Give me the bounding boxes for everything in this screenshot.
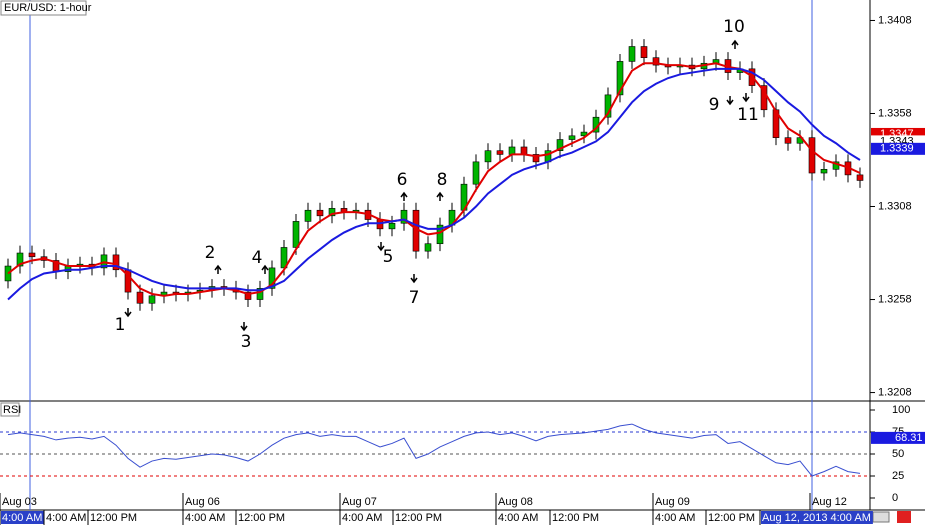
- y-tick-label: 1.3258: [878, 293, 912, 305]
- rsi-title: RSI: [3, 404, 21, 416]
- annotation-arrow: [214, 264, 222, 274]
- candle-body: [520, 146, 528, 155]
- annotation: 6: [397, 170, 408, 190]
- time-label: 4:00 AM: [498, 512, 538, 524]
- candle-body: [148, 295, 156, 304]
- annotation: 9: [709, 95, 720, 115]
- annotation-arrow: [436, 191, 444, 201]
- price-tag-label: 1.3339: [880, 143, 914, 155]
- candle-body: [316, 209, 324, 217]
- title-box: [0, 0, 87, 16]
- time-label: Aug 12, 2013 4:00 AM: [762, 512, 871, 524]
- moving-average: [7, 62, 861, 297]
- time-label: 4:00 AM: [46, 512, 86, 524]
- candle-body: [568, 135, 576, 140]
- y-tick-label: 0: [892, 492, 898, 504]
- candle-body: [532, 154, 540, 163]
- y-tick-label: 1.3208: [878, 386, 912, 398]
- date-label: Aug 07: [342, 496, 377, 508]
- annotation-arrow: [726, 96, 734, 106]
- annotation-arrow: [240, 322, 248, 332]
- candle-body: [328, 208, 336, 217]
- candle-body: [400, 209, 408, 224]
- annotation: 1: [115, 315, 126, 335]
- time-label: 12:00 PM: [90, 512, 137, 524]
- annotation-arrow: [124, 308, 132, 318]
- candle-body: [508, 146, 516, 155]
- candle-body: [436, 224, 444, 245]
- candle-body: [424, 243, 432, 252]
- title-box: [0, 402, 20, 417]
- y-tick-label: 100: [892, 404, 910, 416]
- price-tag: [871, 431, 925, 444]
- time-label: 12:00 PM: [238, 512, 285, 524]
- annotation: 8: [437, 170, 448, 190]
- time-label: 12:00 PM: [552, 512, 599, 524]
- scroll-button[interactable]: [872, 511, 890, 523]
- candle-body: [856, 174, 864, 181]
- candle-body: [784, 137, 792, 144]
- annotation-arrow: [400, 191, 408, 201]
- time-label: 4:00 AM: [185, 512, 225, 524]
- price-tag-label: 68.31: [895, 432, 923, 444]
- annotation-arrow: [410, 274, 418, 284]
- time-label: 12:00 PM: [708, 512, 755, 524]
- candle-body: [556, 139, 564, 151]
- candle-body: [640, 46, 648, 58]
- y-tick-label: 25: [892, 470, 904, 482]
- annotation: 2: [205, 243, 216, 263]
- annotation: 4: [252, 248, 263, 268]
- candle-body: [388, 222, 396, 230]
- price-tag: [871, 142, 925, 155]
- annotation: 11: [737, 105, 759, 125]
- y-tick-label: 1.3308: [878, 200, 912, 212]
- date-label: Aug 08: [498, 496, 533, 508]
- candle-body: [616, 61, 624, 96]
- time-label: 4:00 AM: [342, 512, 382, 524]
- time-label: 12:00 PM: [395, 512, 442, 524]
- time-label: 4:00 AM: [2, 512, 42, 524]
- y-tick-label: 50: [892, 448, 904, 460]
- candle-body: [484, 150, 492, 163]
- annotation: 7: [409, 288, 420, 308]
- candle-body: [16, 252, 24, 267]
- chart-title: EUR/USD: 1-hour: [4, 2, 92, 14]
- y-tick-label: 1.3358: [878, 107, 912, 119]
- candle-body: [244, 291, 252, 300]
- annotation-arrow: [742, 93, 750, 103]
- candle-body: [580, 131, 588, 137]
- rsi-line: [7, 423, 861, 477]
- candle-body: [292, 221, 300, 248]
- moving-average: [7, 67, 861, 301]
- annotation: 3: [241, 332, 252, 352]
- candle-body: [820, 169, 828, 174]
- candle-body: [472, 161, 480, 185]
- candle-body: [496, 150, 504, 155]
- close-button[interactable]: [897, 511, 911, 523]
- candle-body: [136, 291, 144, 304]
- annotation-arrow: [731, 39, 739, 49]
- candle-body: [628, 46, 636, 62]
- time-label-highlight: [1, 511, 45, 524]
- candle-body: [268, 267, 276, 289]
- candle-body: [808, 137, 816, 174]
- candle-body: [256, 288, 264, 300]
- date-label: Aug 03: [2, 496, 37, 508]
- time-label: 4:00 AM: [655, 512, 695, 524]
- candle-body: [304, 209, 312, 222]
- annotation: 10: [723, 17, 745, 37]
- annotation-arrow: [261, 264, 269, 274]
- time-label-highlight: [761, 511, 873, 524]
- annotation: 5: [383, 247, 394, 267]
- candle-body: [112, 254, 120, 271]
- annotation-arrow: [377, 242, 385, 252]
- date-label: Aug 09: [655, 496, 690, 508]
- candle-body: [652, 57, 660, 66]
- candle-body: [28, 252, 36, 258]
- y-tick-label: 1.3408: [878, 14, 912, 26]
- date-label: Aug 12: [812, 496, 847, 508]
- date-label: Aug 06: [185, 496, 220, 508]
